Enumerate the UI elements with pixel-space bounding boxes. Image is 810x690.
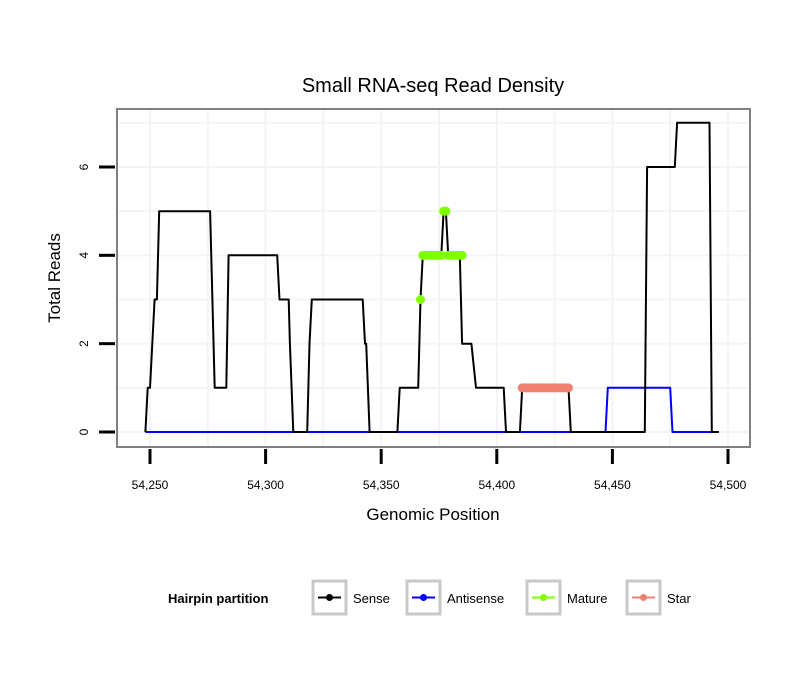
series-sense [144, 121, 719, 433]
legend-item-star: Star [625, 579, 692, 616]
series-star [517, 383, 573, 393]
data-point-mature [441, 206, 451, 216]
legend-item-mature: Mature [525, 579, 607, 616]
legend: Hairpin partition Sense Antisense Mature St… [168, 579, 692, 616]
data-point-mature [457, 250, 467, 260]
legend-key-point [540, 594, 547, 601]
series-line-sense [144, 121, 719, 433]
series-antisense [145, 386, 719, 433]
data-point-mature [436, 250, 446, 260]
y-tick-label: 0 [77, 428, 91, 435]
legend-item-antisense: Antisense [405, 579, 504, 616]
x-tick-label: 54,300 [247, 478, 284, 492]
y-tick-label: 6 [77, 163, 91, 170]
legend-item-sense: Sense [311, 579, 390, 616]
legend-key-point [326, 594, 333, 601]
data-point-mature [416, 295, 426, 304]
y-axis-title: Total Reads [45, 233, 64, 323]
axes: 54,250 54,300 54,350 54,400 54,450 54,500 0 2 4 6 [77, 163, 747, 492]
chart-title: Small RNA-seq Read Density [302, 75, 564, 97]
x-tick-label: 54,400 [478, 478, 515, 492]
legend-label: Star [667, 591, 692, 606]
y-tick-label: 2 [77, 340, 91, 347]
legend-key-point [420, 594, 427, 601]
x-tick-label: 54,250 [132, 478, 169, 492]
x-tick-label: 54,500 [710, 478, 747, 492]
series-line-antisense [145, 386, 719, 433]
legend-title: Hairpin partition [168, 591, 268, 606]
y-tick-label: 4 [77, 252, 91, 259]
legend-label: Sense [353, 591, 390, 606]
legend-label: Mature [567, 591, 607, 606]
panel-border [116, 108, 751, 448]
series-layer [144, 121, 719, 433]
series-mature [416, 206, 467, 304]
x-tick-label: 54,350 [363, 478, 400, 492]
x-axis-title: Genomic Position [366, 505, 499, 524]
legend-label: Antisense [447, 591, 504, 606]
data-point-star [563, 383, 573, 393]
legend-key-point [640, 594, 647, 601]
x-tick-label: 54,450 [594, 478, 631, 492]
